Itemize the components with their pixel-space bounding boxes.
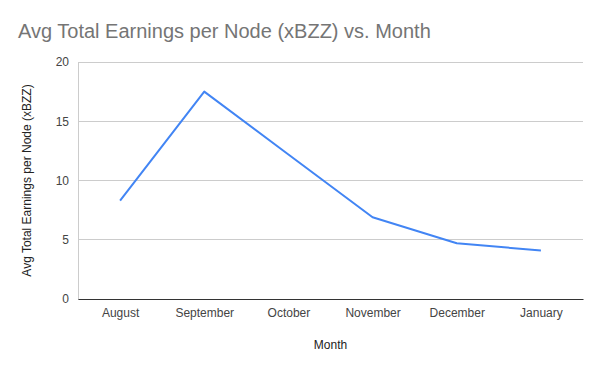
y-axis: 0 5 10 15 20: [56, 55, 79, 306]
line: [120, 92, 541, 251]
y-tick: 20: [56, 55, 78, 69]
title: Avg Total Earnings per Node (xBZZ) vs. M…: [18, 20, 431, 42]
background: [0, 0, 600, 371]
plot-area: 0 5 10 15 20 August September October November De…: [56, 55, 584, 319]
x-tick: August: [102, 299, 140, 320]
y-tick: 10: [56, 174, 78, 188]
series: [120, 92, 541, 251]
grid-line: [78, 121, 583, 122]
y-tick: 15: [56, 115, 78, 129]
x-tick-label: December: [430, 306, 485, 320]
y-tick-label: 20: [56, 55, 70, 69]
y-tick-label: 10: [56, 174, 70, 188]
chart: Avg Total Earnings per Node (xBZZ) vs. M…: [0, 0, 600, 371]
x-tick: November: [345, 299, 400, 320]
x-axis-title: Month: [314, 338, 347, 352]
grid: [78, 62, 583, 299]
y-tick-label: 15: [56, 115, 70, 129]
grid-line: [78, 239, 583, 240]
x-tick-label: November: [345, 306, 400, 320]
x-tick: September: [175, 299, 234, 320]
y-axis-line: [78, 63, 79, 300]
grid-line: [78, 299, 583, 300]
x-tick: January: [520, 299, 563, 320]
x-tick: December: [430, 299, 485, 320]
y-tick: 0: [62, 292, 78, 306]
y-tick: 5: [62, 233, 78, 247]
x-tick-label: January: [520, 306, 563, 320]
y-axis-title: Avg Total Earnings per Node (xBZZ): [20, 84, 34, 276]
x-tick: October: [268, 299, 311, 320]
x-tick-label: October: [268, 306, 311, 320]
x-axis: August September October November December Ja…: [79, 299, 584, 320]
grid-line: [78, 180, 583, 181]
x-tick-label: September: [175, 306, 234, 320]
y-tick-label: 0: [62, 292, 69, 306]
x-tick-label: August: [102, 306, 140, 320]
y-tick-label: 5: [62, 233, 69, 247]
x-axis-line: [79, 299, 584, 300]
grid-line: [78, 62, 583, 63]
